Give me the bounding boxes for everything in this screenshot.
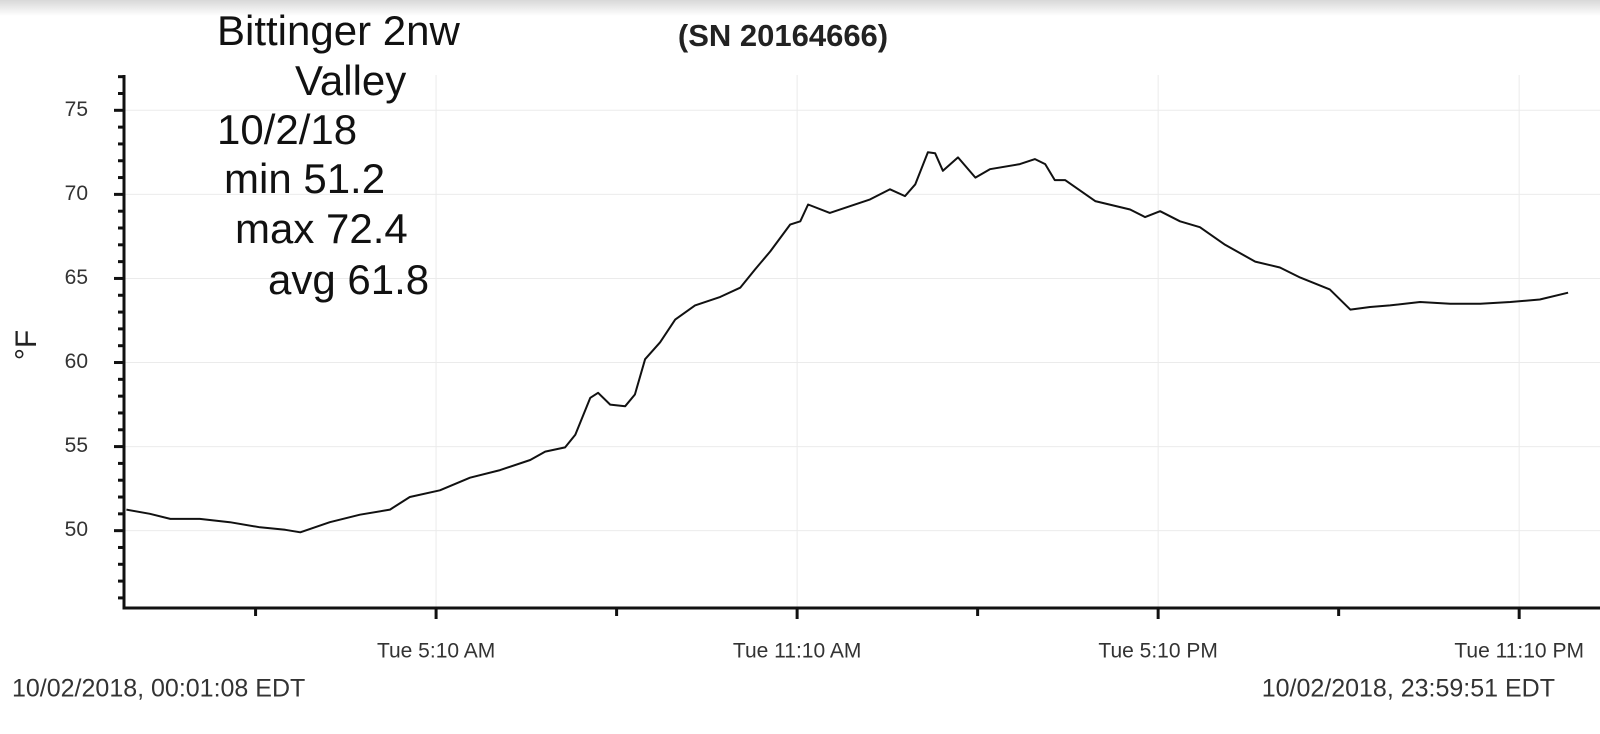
annotation: min 51.2 (224, 155, 385, 202)
y-tick-label: 55 (65, 434, 88, 457)
annotation: max 72.4 (235, 205, 408, 252)
y-tick-label: 70 (65, 182, 88, 205)
annotation: Valley (295, 57, 406, 104)
x-tick-label: Tue 5:10 AM (377, 640, 495, 663)
end-time: 10/02/2018, 23:59:51 EDT (1262, 675, 1555, 703)
annotation: avg 61.8 (268, 256, 429, 303)
top-shade (0, 0, 1600, 16)
annotation: 10/2/18 (217, 106, 357, 153)
x-tick-label: Tue 5:10 PM (1098, 640, 1217, 663)
y-tick-label: 65 (65, 266, 88, 289)
x-tick-label: Tue 11:10 AM (733, 640, 861, 663)
chart-title: (SN 20164666) (678, 18, 888, 53)
y-axis-label: °F (10, 330, 43, 360)
start-time: 10/02/2018, 00:01:08 EDT (12, 675, 305, 703)
y-tick-label: 50 (65, 518, 88, 541)
y-tick-label: 75 (65, 98, 88, 121)
annotation: Bittinger 2nw (217, 7, 460, 54)
temperature-line (126, 151, 1569, 534)
x-tick-label: Tue 11:10 PM (1454, 640, 1584, 663)
y-tick-label: 60 (65, 350, 88, 373)
